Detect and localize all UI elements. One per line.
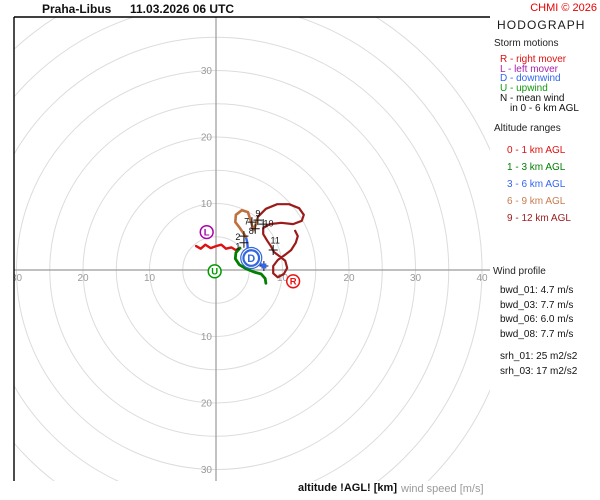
altitude-range-item-3: 6 - 9 km AGL [507,196,566,208]
storm-motions-list: R - right mover L - left mover D - downwin… [492,55,599,113]
x-tick-10: 10 [277,273,289,284]
storm-marker-letter-L: L [204,227,210,238]
legend-panel: HODOGRAPH Storm motions R - right mover L… [492,18,599,379]
altitude-ranges-list: 0 - 1 km AGL 1 - 3 km AGL 3 - 6 km AGL 6 - … [492,142,599,227]
storm-motion-item-2: D - downwind [500,73,561,85]
km-label-7: 7 [244,216,249,226]
y-tick-30: 30 [201,66,213,77]
km-plus-10 [258,219,268,230]
km-label-2: 2 [235,232,240,242]
bwd-item-0: bwd_01: 4.7 m/s [500,285,574,297]
storm-marker-circle-R [285,274,301,289]
srh-item-0: srh_01: 25 m2/s2 [500,351,578,363]
trace-segment-6-9-km-agl [234,208,259,239]
km-plus-2 [239,231,249,242]
altitude-range-item-2: 3 - 6 km AGL [507,179,566,191]
footer-label-windspeed: wind speed [m/s] [401,483,484,495]
km-label-8: 8 [249,226,254,236]
storm-relative-helicity-list: srh_01: 25 m2/s2 srh_03: 17 m2/s2 [492,349,599,379]
altitude-range-item-1: 1 - 3 km AGL [507,162,566,174]
x-tick-30: 30 [410,273,422,284]
copyright-notice: CHMI © 2026 [530,2,597,14]
storm-marker-U: U [207,264,222,279]
storm-motion-item-3: U - upwind [500,83,548,95]
km-label-11: 11 [271,236,280,246]
x-tick-40: 40 [476,273,488,284]
km-plus-8 [250,223,260,234]
y-tick--20: 20 [201,399,213,410]
trace-segment-0-1-km-agl [194,243,242,252]
altitude-range-item-0: 0 - 1 km AGL [507,145,566,157]
altitude-ranges-title: Altitude ranges [494,123,561,135]
km-label-1: 1 [235,242,240,252]
storm-motion-item-1: L - left mover [500,63,558,75]
storm-motion-item-0: R - right mover [500,54,567,65]
km-plus-9 [253,215,263,226]
storm-marker-letter-U: U [211,267,218,278]
storm-marker-letter-R: R [290,277,297,288]
footer-label-altitude: altitude !AGL! [km] [298,482,397,494]
storm-motion-item-4: N - mean wind [500,92,565,104]
station-name: Praha-Libus [42,2,112,16]
observation-datetime: 11.03.2026 06 UTC [130,2,235,16]
bwd-item-3: bwd_08: 7.7 m/s [500,328,574,340]
storm-marker-circle-D [242,249,261,267]
storm-marker-circle-U [207,264,222,279]
x-tick--30: 30 [11,273,23,284]
altitude-range-item-4: 9 - 12 km AGL [507,213,571,225]
storm-marker-L: L [199,224,214,240]
panel-title: HODOGRAPH [497,18,586,32]
wind-profile-title: Wind profile [493,266,546,278]
y-tick-20: 20 [201,133,213,144]
x-tick--20: 20 [77,273,89,284]
srh-item-1: srh_03: 17 m2/s2 [500,366,578,378]
trace-segment-9-12-km-agl [256,203,305,279]
bwd-item-2: bwd_06: 6.0 m/s [500,314,574,326]
storm-marker-letter-D: D [247,253,255,265]
y-tick--30: 30 [201,465,213,476]
square-point-marker [261,263,267,269]
km-plus-11 [268,245,278,256]
km-label-9: 9 [255,208,260,218]
storm-motion-item-5: in 0 - 6 km AGL [510,102,579,114]
storm-marker-R: R [285,274,301,289]
y-tick--10: 10 [201,332,213,343]
km-plus-7 [247,217,257,228]
km-label-10: 10 [264,218,274,228]
storm-motions-title: Storm motions [494,38,559,49]
y-tick-10: 10 [201,199,213,210]
storm-marker-D: D [240,246,263,270]
range-ring-40 [14,17,483,481]
x-tick--10: 10 [144,273,156,284]
trace-segment-1-3-km-agl [233,246,268,285]
x-tick-20: 20 [343,273,355,284]
storm-marker-circle-L [199,224,214,240]
bwd-item-1: bwd_03: 7.7 m/s [500,299,574,311]
bulk-wind-difference-list: bwd_01: 4.7 m/s bwd_03: 7.7 m/s bwd_06: 6.… [492,284,599,342]
range-ring-35 [14,36,450,481]
